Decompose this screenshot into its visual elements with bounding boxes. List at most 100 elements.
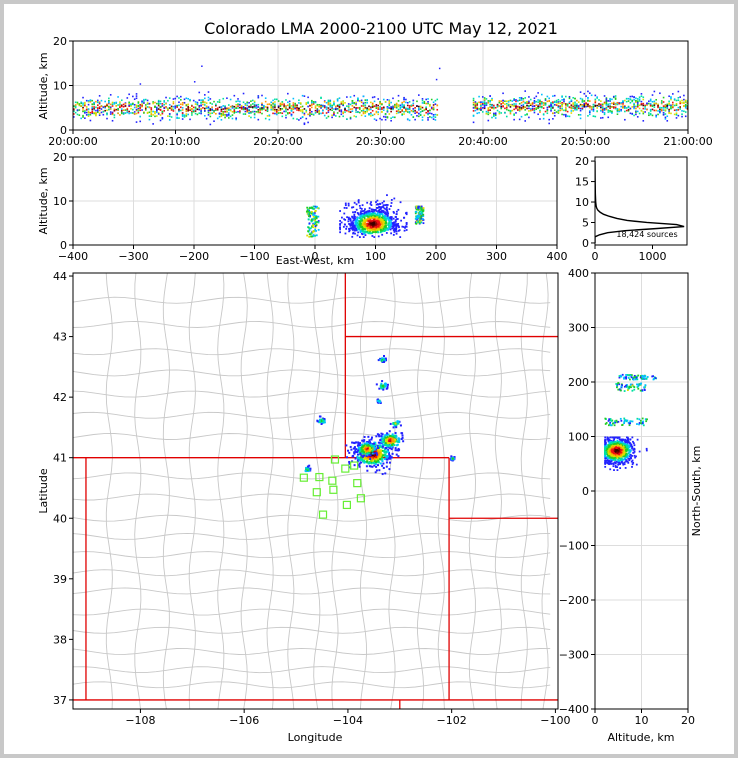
source-point — [382, 467, 385, 470]
source-point — [106, 112, 108, 115]
source-point — [377, 113, 380, 116]
source-point — [154, 101, 156, 104]
source-point — [229, 98, 232, 101]
source-point — [336, 108, 339, 111]
source-point — [528, 96, 530, 98]
source-point — [351, 229, 354, 231]
source-point — [483, 101, 486, 103]
source-point — [574, 101, 576, 104]
source-point — [353, 442, 356, 445]
source-point — [568, 96, 571, 98]
source-point — [348, 227, 350, 230]
source-point — [292, 107, 295, 109]
source-point — [577, 107, 580, 110]
source-point — [476, 112, 479, 115]
source-point — [565, 114, 567, 116]
source-point — [483, 104, 486, 107]
source-point — [311, 110, 313, 113]
source-point — [358, 465, 361, 468]
source-point — [618, 110, 621, 113]
source-point — [629, 107, 632, 110]
source-point — [386, 387, 389, 390]
source-point — [627, 106, 630, 109]
source-point — [366, 213, 369, 216]
source-point — [609, 103, 611, 105]
y-tick-label: 10 — [53, 195, 67, 208]
source-point — [561, 99, 563, 101]
source-point — [576, 105, 578, 107]
source-point — [505, 108, 508, 111]
source-point — [636, 100, 639, 102]
source-point — [395, 444, 398, 447]
source-point — [544, 102, 547, 105]
source-point — [483, 107, 486, 110]
source-point — [646, 104, 648, 106]
source-point — [666, 105, 669, 108]
source-point — [189, 99, 191, 102]
source-point — [511, 100, 514, 102]
source-point — [356, 212, 359, 214]
source-point — [369, 202, 372, 205]
source-point — [629, 112, 632, 115]
source-point — [314, 234, 316, 237]
source-point — [365, 212, 368, 215]
source-point — [312, 103, 315, 105]
source-point — [579, 107, 582, 110]
source-point — [553, 109, 556, 112]
source-point — [379, 401, 382, 404]
source-point — [272, 102, 274, 104]
source-point — [451, 457, 454, 460]
source-point — [421, 99, 424, 102]
source-point — [664, 113, 667, 115]
source-point — [415, 222, 418, 225]
source-point — [189, 118, 191, 121]
source-point — [213, 111, 215, 114]
source-point — [306, 209, 309, 212]
source-point — [87, 110, 90, 113]
source-point — [233, 105, 236, 108]
source-point — [120, 104, 123, 107]
source-point — [354, 226, 356, 229]
source-point — [172, 102, 175, 105]
source-point — [581, 101, 584, 103]
source-point — [109, 106, 112, 109]
source-point — [579, 91, 582, 93]
source-point — [148, 111, 151, 114]
source-point — [373, 225, 376, 228]
source-point — [242, 101, 245, 104]
source-point — [362, 451, 365, 454]
source-point — [176, 113, 178, 116]
source-point — [679, 100, 681, 103]
source-point — [505, 106, 508, 109]
source-point — [253, 113, 256, 115]
source-point — [91, 106, 94, 109]
source-point — [642, 96, 645, 99]
source-point — [526, 104, 528, 107]
source-point — [389, 447, 392, 450]
source-point — [603, 109, 606, 112]
county-line — [73, 551, 551, 559]
source-point — [472, 101, 475, 104]
source-point — [167, 99, 169, 102]
source-point — [292, 111, 295, 114]
source-point — [209, 102, 212, 104]
source-point — [346, 109, 348, 112]
figure-frame: Colorado LMA 2000-2100 UTC May 12, 2021 … — [4, 4, 734, 754]
source-point — [385, 433, 388, 436]
source-point — [181, 112, 184, 114]
source-point — [598, 99, 600, 101]
source-point — [207, 96, 210, 99]
source-point — [418, 105, 420, 108]
source-point — [387, 457, 390, 460]
source-point — [365, 224, 368, 227]
source-point — [194, 103, 197, 105]
source-point — [670, 96, 672, 98]
source-point — [565, 95, 567, 98]
source-point — [209, 115, 212, 118]
source-point — [163, 110, 166, 112]
source-point — [607, 105, 610, 108]
source-point — [493, 113, 495, 116]
source-point — [386, 456, 389, 459]
source-point — [390, 220, 392, 222]
source-point — [550, 103, 552, 106]
